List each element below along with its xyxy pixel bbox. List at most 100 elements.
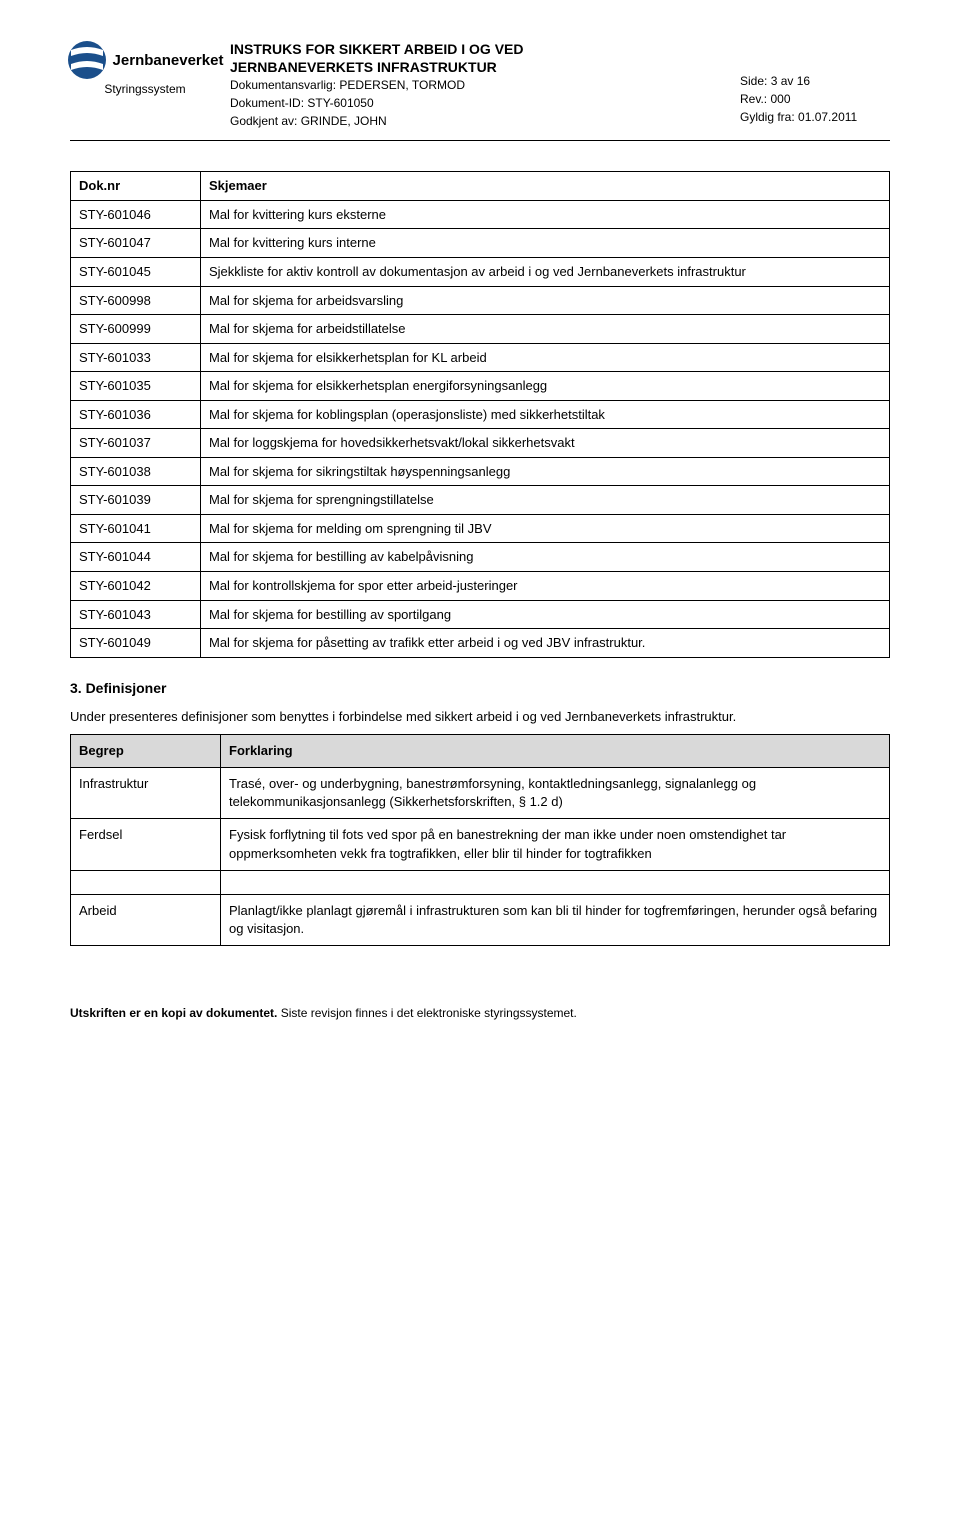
footer-rest: Siste revisjon finnes i det elektroniske… <box>277 1006 576 1020</box>
doc-id-value: STY-601050 <box>307 96 373 110</box>
doknr-cell: STY-601049 <box>71 629 201 658</box>
table-row: STY-601044Mal for skjema for bestilling … <box>71 543 890 572</box>
desc-cell: Mal for skjema for melding om sprengning… <box>201 514 890 543</box>
table-row: STY-601035Mal for skjema for elsikkerhet… <box>71 372 890 401</box>
doknr-cell: STY-601037 <box>71 429 201 458</box>
desc-cell: Mal for kontrollskjema for spor etter ar… <box>201 572 890 601</box>
doknr-cell: STY-601046 <box>71 200 201 229</box>
desc-cell: Mal for kvittering kurs eksterne <box>201 200 890 229</box>
table-row: STY-600999Mal for skjema for arbeidstill… <box>71 315 890 344</box>
spacer-cell <box>71 870 221 894</box>
spacer-cell <box>221 870 890 894</box>
section-3-heading: 3. Definisjoner <box>70 680 890 696</box>
table-row: STY-601047Mal for kvittering kurs intern… <box>71 229 890 258</box>
desc-cell: Mal for skjema for arbeidsvarsling <box>201 286 890 315</box>
doc-owner-label: Dokumentansvarlig: <box>230 78 336 92</box>
desc-cell: Mal for skjema for elsikkerhetsplan for … <box>201 343 890 372</box>
doknr-cell: STY-601042 <box>71 572 201 601</box>
section-3-intro: Under presenteres definisjoner som benyt… <box>70 708 890 726</box>
doknr-cell: STY-601045 <box>71 258 201 287</box>
table-row: STY-600998Mal for skjema for arbeidsvars… <box>71 286 890 315</box>
desc-cell: Mal for skjema for arbeidstillatelse <box>201 315 890 344</box>
col-doknr-header: Dok.nr <box>71 172 201 201</box>
desc-cell: Mal for skjema for påsetting av trafikk … <box>201 629 890 658</box>
table-row: STY-601038Mal for skjema for sikringstil… <box>71 457 890 486</box>
def-table-header-row: Begrep Forklaring <box>71 734 890 767</box>
doknr-cell: STY-600998 <box>71 286 201 315</box>
desc-cell: Sjekkliste for aktiv kontroll av dokumen… <box>201 258 890 287</box>
desc-cell: Mal for skjema for sprengningstillatelse <box>201 486 890 515</box>
footer: Utskriften er en kopi av dokumentet. Sis… <box>70 1006 890 1020</box>
table-header-row: Dok.nr Skjemaer <box>71 172 890 201</box>
col-begrep-header: Begrep <box>71 734 221 767</box>
doc-id-line: Dokument-ID: STY-601050 <box>230 94 720 112</box>
table-row: STY-601041Mal for skjema for melding om … <box>71 514 890 543</box>
def-table-spacer <box>71 870 890 894</box>
doknr-cell: STY-601033 <box>71 343 201 372</box>
doc-title-line1: INSTRUKS FOR SIKKERT ARBEID I OG VED <box>230 40 720 58</box>
doknr-cell: STY-600999 <box>71 315 201 344</box>
desc-cell: Mal for skjema for elsikkerhetsplan ener… <box>201 372 890 401</box>
doc-owner-line: Dokumentansvarlig: PEDERSEN, TORMOD <box>230 76 720 94</box>
side-line: Side: 3 av 16 <box>740 72 890 90</box>
styringssystem-label: Styringssystem <box>104 82 185 96</box>
desc-cell: Mal for kvittering kurs interne <box>201 229 890 258</box>
def-table-row: InfrastrukturTrasé, over- og underbygnin… <box>71 768 890 819</box>
desc-cell: Mal for skjema for bestilling av kabelpå… <box>201 543 890 572</box>
footer-bold: Utskriften er en kopi av dokumentet. <box>70 1006 277 1020</box>
term-cell: Ferdsel <box>71 819 221 870</box>
document-header: Jernbaneverket Styringssystem INSTRUKS F… <box>70 40 890 130</box>
doknr-cell: STY-601041 <box>71 514 201 543</box>
logo-top: Jernbaneverket <box>67 40 224 80</box>
term-cell: Arbeid <box>71 894 221 945</box>
table-row: STY-601046Mal for kvittering kurs ekster… <box>71 200 890 229</box>
table-row: STY-601033Mal for skjema for elsikkerhet… <box>71 343 890 372</box>
doc-id-label: Dokument-ID: <box>230 96 304 110</box>
forklaring-cell: Planlagt/ikke planlagt gjøremål i infras… <box>221 894 890 945</box>
header-main: INSTRUKS FOR SIKKERT ARBEID I OG VED JER… <box>230 40 890 130</box>
approved-by-value: GRINDE, JOHN <box>301 114 387 128</box>
doknr-cell: STY-601035 <box>71 372 201 401</box>
desc-cell: Mal for skjema for bestilling av sportil… <box>201 600 890 629</box>
rev-value: 000 <box>770 92 790 106</box>
side-value: 3 av 16 <box>771 74 810 88</box>
def-table-row: ArbeidPlanlagt/ikke planlagt gjøremål i … <box>71 894 890 945</box>
doknr-cell: STY-601038 <box>71 457 201 486</box>
valid-from-value: 01.07.2011 <box>798 110 857 124</box>
header-center: INSTRUKS FOR SIKKERT ARBEID I OG VED JER… <box>230 40 720 130</box>
skjemaer-table: Dok.nr Skjemaer STY-601046Mal for kvitte… <box>70 171 890 657</box>
desc-cell: Mal for loggskjema for hovedsikkerhetsva… <box>201 429 890 458</box>
col-skjemaer-header: Skjemaer <box>201 172 890 201</box>
logo-block: Jernbaneverket Styringssystem <box>70 40 220 96</box>
approved-line: Godkjent av: GRINDE, JOHN <box>230 112 720 130</box>
table-row: STY-601042Mal for kontrollskjema for spo… <box>71 572 890 601</box>
table-row: STY-601037Mal for loggskjema for hovedsi… <box>71 429 890 458</box>
col-forklaring-header: Forklaring <box>221 734 890 767</box>
valid-label: Gyldig fra: <box>740 110 795 124</box>
term-cell: Infrastruktur <box>71 768 221 819</box>
forklaring-cell: Trasé, over- og underbygning, banestrømf… <box>221 768 890 819</box>
doknr-cell: STY-601047 <box>71 229 201 258</box>
table-row: STY-601043Mal for skjema for bestilling … <box>71 600 890 629</box>
table-row: STY-601049Mal for skjema for påsetting a… <box>71 629 890 658</box>
desc-cell: Mal for skjema for koblingsplan (operasj… <box>201 400 890 429</box>
doc-owner-value: PEDERSEN, TORMOD <box>339 78 465 92</box>
table-row: STY-601036Mal for skjema for koblingspla… <box>71 400 890 429</box>
rev-line: Rev.: 000 <box>740 90 890 108</box>
side-label: Side: <box>740 74 767 88</box>
logo-text: Jernbaneverket <box>113 52 224 69</box>
header-divider <box>70 140 890 141</box>
doknr-cell: STY-601039 <box>71 486 201 515</box>
header-right: Side: 3 av 16 Rev.: 000 Gyldig fra: 01.0… <box>740 40 890 130</box>
valid-line: Gyldig fra: 01.07.2011 <box>740 108 890 126</box>
approved-label: Godkjent av: <box>230 114 297 128</box>
table-row: STY-601045Sjekkliste for aktiv kontroll … <box>71 258 890 287</box>
desc-cell: Mal for skjema for sikringstiltak høyspe… <box>201 457 890 486</box>
forklaring-cell: Fysisk forflytning til fots ved spor på … <box>221 819 890 870</box>
table-row: STY-601039Mal for skjema for sprengnings… <box>71 486 890 515</box>
doknr-cell: STY-601044 <box>71 543 201 572</box>
doknr-cell: STY-601036 <box>71 400 201 429</box>
doknr-cell: STY-601043 <box>71 600 201 629</box>
def-table-row: FerdselFysisk forflytning til fots ved s… <box>71 819 890 870</box>
doc-title-line2: JERNBANEVERKETS INFRASTRUKTUR <box>230 58 720 76</box>
